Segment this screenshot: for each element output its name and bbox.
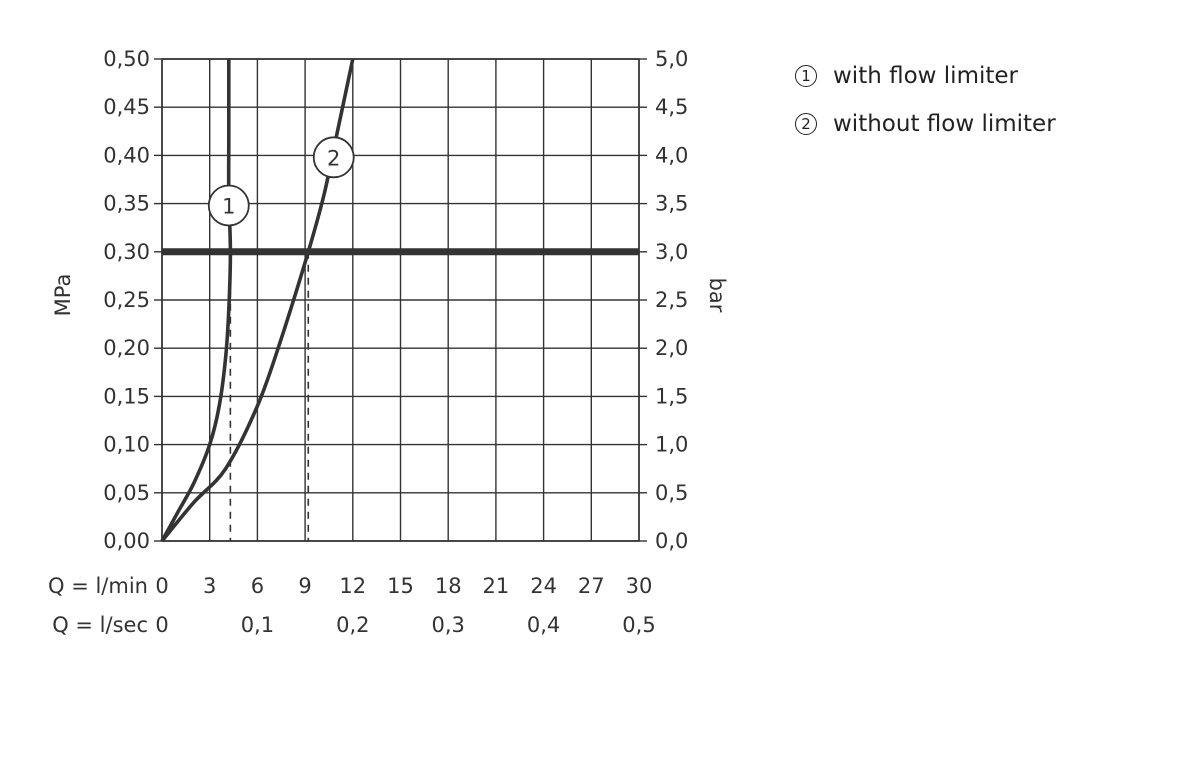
y-left-tick-label: 0,20 (103, 336, 150, 360)
x-row1-tick-label: 18 (435, 574, 462, 598)
y-right-tick-label: 0,0 (655, 529, 688, 553)
y-right-tick-label: 5,0 (655, 47, 688, 71)
series-marker-label-1: 1 (222, 195, 235, 219)
x-row1-tick-label: 24 (530, 574, 557, 598)
y-left-tick-label: 0,45 (103, 95, 150, 119)
y-left-tick-label: 0,50 (103, 47, 150, 71)
y-axis-right-title: bar (705, 278, 729, 313)
x-row2-tick-label: 0,5 (622, 613, 655, 637)
x-row1-tick-label: 6 (251, 574, 264, 598)
y-left-tick-label: 0,35 (103, 192, 150, 216)
x-row1-tick-label: 21 (483, 574, 510, 598)
y-left-tick-label: 0,10 (103, 433, 150, 457)
legend-marker-2: 2 (795, 113, 817, 135)
y-right-tick-label: 4,5 (655, 95, 688, 119)
x-row1-tick-label: 9 (298, 574, 311, 598)
x-row1-tick-label: 0 (155, 574, 168, 598)
legend-item-without-limiter: 2 without flow limiter (795, 100, 1056, 148)
x-row2-tick-label: 0,4 (527, 613, 560, 637)
y-left-tick-label: 0,30 (103, 240, 150, 264)
y-right-tick-label: 2,0 (655, 336, 688, 360)
y-left-tick-label: 0,15 (103, 384, 150, 408)
legend: 1 with flow limiter 2 without flow limit… (795, 52, 1056, 148)
x-row1-tick-label: 3 (203, 574, 216, 598)
y-axis-left-title: MPa (51, 274, 75, 317)
y-left-tick-label: 0,05 (103, 481, 150, 505)
x-row1-tick-label: 12 (339, 574, 366, 598)
y-right-tick-label: 2,5 (655, 288, 688, 312)
x-row1-tick-label: 27 (578, 574, 605, 598)
y-right-tick-label: 4,0 (655, 143, 688, 167)
y-right-tick-label: 0,5 (655, 481, 688, 505)
x-row2-tick-label: 0,3 (431, 613, 464, 637)
x-row1-tick-label: 15 (387, 574, 414, 598)
series-marker-label-2: 2 (327, 146, 340, 170)
y-right-tick-label: 1,5 (655, 384, 688, 408)
legend-label-with-limiter: with flow limiter (833, 63, 1018, 89)
x-row1-title: Q = l/min (48, 574, 148, 598)
x-row2-title: Q = l/sec (52, 613, 148, 637)
y-right-tick-label: 3,5 (655, 192, 688, 216)
y-left-tick-label: 0,25 (103, 288, 150, 312)
plot-frame (161, 58, 640, 542)
x-row2-tick-label: 0,2 (336, 613, 369, 637)
y-left-tick-label: 0,40 (103, 143, 150, 167)
y-right-tick-label: 3,0 (655, 240, 688, 264)
legend-item-with-limiter: 1 with flow limiter (795, 52, 1056, 100)
y-right-tick-label: 1,0 (655, 433, 688, 457)
series-line-1 (160, 59, 233, 542)
series-marker-circle-1 (207, 184, 250, 227)
legend-label-without-limiter: without flow limiter (833, 111, 1056, 137)
x-row2-tick-label: 0,1 (241, 613, 274, 637)
series-marker-circle-2 (312, 136, 355, 179)
x-row2-tick-label: 0 (155, 613, 168, 637)
x-row1-tick-label: 30 (626, 574, 653, 598)
y-left-tick-label: 0,00 (103, 529, 150, 553)
legend-marker-1: 1 (795, 65, 817, 87)
